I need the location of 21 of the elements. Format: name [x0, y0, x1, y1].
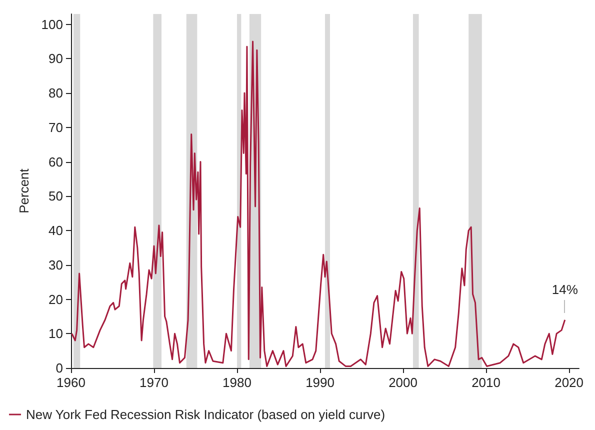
y-tick-label: 100 [41, 16, 63, 32]
y-tick-label: 50 [48, 188, 63, 204]
y-axis-title: Percent [16, 168, 32, 214]
y-tick-label: 40 [48, 223, 63, 238]
x-tick-label: 1970 [140, 375, 168, 390]
y-tick-label: 30 [48, 257, 63, 272]
x-tick-label: 2000 [388, 375, 418, 390]
x-tick-label: 2010 [472, 375, 500, 390]
y-tick-label: 20 [48, 292, 63, 307]
y-tick-label: 70 [48, 120, 63, 135]
x-tick-label: 1980 [222, 375, 252, 390]
y-tick-label: 0 [56, 360, 63, 376]
y-tick-label: 60 [48, 154, 63, 170]
annotation: 14% [552, 282, 578, 297]
y-tick-label: 80 [48, 86, 63, 101]
x-tick-label: 2020 [554, 375, 584, 390]
legend-label: New York Fed Recession Risk Indicator (based on yield curve) [26, 407, 386, 422]
x-tick-label: 1990 [306, 375, 334, 390]
x-tick-label: 1960 [56, 375, 86, 390]
y-tick-label: 10 [48, 326, 63, 342]
y-tick-label: 90 [48, 51, 63, 66]
